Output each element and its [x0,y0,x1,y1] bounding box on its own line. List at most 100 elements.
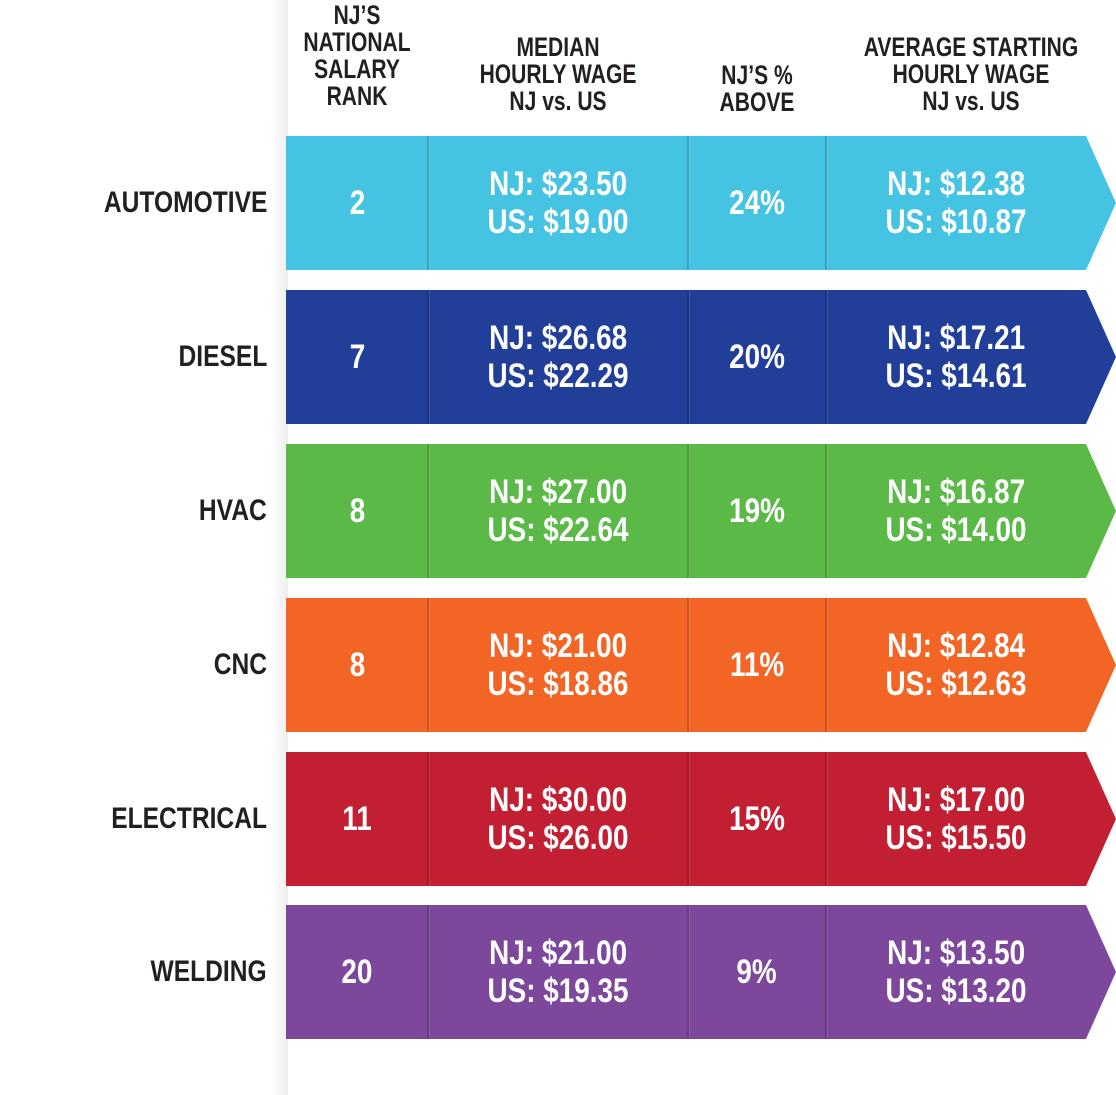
median-wage-cell-text: US: $22.64 [487,511,629,549]
median-wage-cell-text: NJ: $21.00 [489,934,627,972]
row-arrow-shape [286,752,1116,886]
cell-divider-highlight [429,444,430,578]
row-arrow-band [286,136,1116,270]
median-wage-cell-text: US: $19.00 [487,203,629,241]
header-pct: NJ’S % ABOVE [703,62,811,116]
table-row: 20 NJ: $21.00 US: $19.35 9% NJ: $13.50 US: $1… [286,905,1116,1039]
header-pct-line: ABOVE [719,87,795,117]
starting-wage-cell-text: NJ: $12.84 [887,627,1025,665]
cell-divider [825,136,827,270]
cell-divider [427,444,429,578]
cell-divider-highlight [429,290,430,424]
median-wage-cell-text: US: $19.35 [487,972,629,1010]
cell-divider [427,136,429,270]
cell-divider [825,598,827,732]
cell-divider-highlight [689,905,690,1039]
rank-cell: 8 [286,444,428,578]
cell-divider-highlight [689,136,690,270]
table-row: 11 NJ: $30.00 US: $26.00 15% NJ: $17.00 US: $… [286,752,1116,886]
cell-divider-highlight [827,752,828,886]
cell-divider [427,598,429,732]
cell-divider [825,752,827,886]
pct-above-cell-text: 11% [729,646,785,684]
table-row: 8 NJ: $21.00 US: $18.86 11% NJ: $12.84 US: $1… [286,598,1116,732]
starting-wage-cell: NJ: $16.87 US: $14.00 [826,444,1086,578]
rank-cell: 2 [286,136,428,270]
starting-wage-cell: NJ: $17.21 US: $14.61 [826,290,1086,424]
cell-divider-highlight [689,752,690,886]
cell-divider-highlight [827,598,828,732]
row-category-label: CNC [213,648,267,681]
starting-wage-cell-text: US: $14.00 [885,511,1027,549]
header-pct-line: NJ’S % [721,60,793,90]
cell-divider-highlight [827,444,828,578]
rank-cell-text: 11 [342,800,372,838]
header-median-line: MEDIAN [516,32,600,62]
pct-above-cell-text: 9% [736,953,778,991]
row-arrow-shape [286,444,1116,578]
header-rank-line: NJ’S [333,0,381,30]
header-median: MEDIAN HOURLY WAGE NJ vs. US [457,34,660,115]
cell-divider [427,752,429,886]
rank-cell: 8 [286,598,428,732]
header-start: AVERAGE STARTING HOURLY WAGE NJ vs. US [858,34,1084,115]
pct-above-cell-text: 24% [729,184,785,222]
column-divider-shadow [270,0,288,1095]
header-rank: NJ’S NATIONAL SALARY RANK [302,2,413,110]
starting-wage-cell-text: NJ: $13.50 [887,934,1025,972]
starting-wage-cell-text: US: $13.20 [885,972,1027,1010]
row-category-label: WELDING [150,955,267,988]
starting-wage-cell: NJ: $13.50 US: $13.20 [826,905,1086,1039]
cell-divider-highlight [429,752,430,886]
cell-divider [427,290,429,424]
pct-above-cell: 19% [688,444,826,578]
header-rank-line: NATIONAL [303,27,411,57]
pct-above-cell-text: 15% [729,800,785,838]
starting-wage-cell-text: US: $14.61 [885,357,1027,395]
median-wage-cell-text: NJ: $26.68 [489,319,627,357]
table-row: 7 NJ: $26.68 US: $22.29 20% NJ: $17.21 US: $1… [286,290,1116,424]
median-wage-cell: NJ: $26.68 US: $22.29 [428,290,688,424]
starting-wage-cell-text: NJ: $17.21 [887,319,1025,357]
cell-divider [687,905,689,1039]
cell-divider-highlight [429,905,430,1039]
cell-divider-highlight [827,136,828,270]
cell-divider-highlight [689,290,690,424]
median-wage-cell-text: NJ: $21.00 [489,627,627,665]
median-wage-cell-text: NJ: $30.00 [489,781,627,819]
pct-above-cell: 20% [688,290,826,424]
pct-above-cell: 11% [688,598,826,732]
rank-cell-text: 8 [349,646,365,684]
median-wage-cell-text: US: $22.29 [487,357,629,395]
starting-wage-cell: NJ: $12.84 US: $12.63 [826,598,1086,732]
rank-cell-text: 2 [349,184,365,222]
cell-divider [687,444,689,578]
median-wage-cell-text: US: $26.00 [487,819,629,857]
median-wage-cell: NJ: $30.00 US: $26.00 [428,752,688,886]
cell-divider [687,752,689,886]
header-start-line: AVERAGE STARTING [863,32,1079,62]
table-row: 2 NJ: $23.50 US: $19.00 24% NJ: $12.38 US: $1… [286,136,1116,270]
cell-divider-highlight [827,290,828,424]
cell-divider-highlight [429,598,430,732]
row-arrow-shape [286,136,1116,270]
pct-above-cell: 24% [688,136,826,270]
rank-cell: 20 [286,905,428,1039]
pct-above-cell: 9% [688,905,826,1039]
starting-wage-cell-text: NJ: $17.00 [887,781,1025,819]
rank-cell: 7 [286,290,428,424]
cell-divider-highlight [689,444,690,578]
row-arrow-band [286,905,1116,1039]
row-arrow-band [286,444,1116,578]
cell-divider [825,444,827,578]
header-start-line: NJ vs. US [922,86,1020,116]
cell-divider [427,905,429,1039]
starting-wage-cell-text: US: $12.63 [885,665,1027,703]
row-category-label: ELECTRICAL [111,802,267,835]
row-arrow-shape [286,598,1116,732]
row-arrow-band [286,290,1116,424]
median-wage-cell-text: US: $18.86 [487,665,629,703]
median-wage-cell-text: NJ: $23.50 [489,165,627,203]
table-row: 8 NJ: $27.00 US: $22.64 19% NJ: $16.87 US: $1… [286,444,1116,578]
